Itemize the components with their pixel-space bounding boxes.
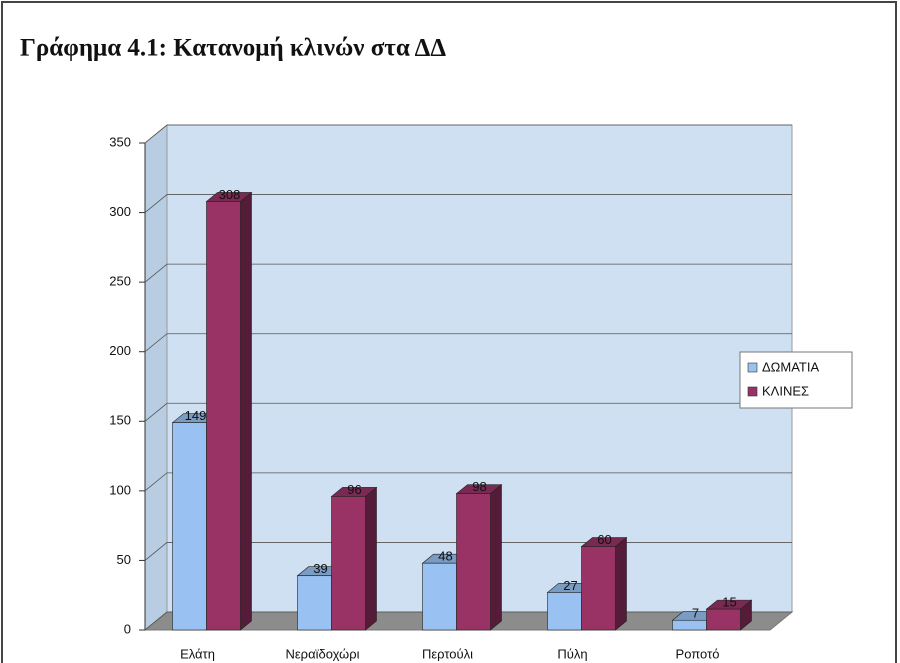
grid-line	[144, 194, 792, 213]
value-label: 308	[219, 187, 241, 202]
x-tick-label: Πύλη	[557, 646, 587, 661]
value-label: 96	[347, 482, 361, 497]
grid-line	[144, 402, 792, 422]
value-label: 39	[313, 561, 327, 576]
value-label: 27	[563, 578, 577, 593]
bar	[581, 546, 616, 631]
bar	[706, 608, 741, 631]
x-tick-label: Ροποτό	[676, 646, 720, 661]
grid-line	[144, 333, 792, 353]
legend-swatch	[747, 386, 758, 397]
grid-line	[144, 263, 792, 283]
legend-box	[739, 351, 853, 409]
x-tick-label: Νεραϊδοχώρι	[285, 646, 359, 661]
value-label: 48	[438, 549, 452, 564]
bar	[547, 592, 582, 631]
bar	[331, 496, 366, 631]
chart-title: Γράφημα 4.1: Κατανομή κλινών στα ΔΔ	[20, 35, 446, 62]
bar	[672, 619, 707, 631]
bar-side	[615, 536, 627, 631]
value-label: 7	[692, 606, 699, 621]
y-tick-label: 150	[109, 413, 131, 428]
bar-side	[490, 484, 502, 631]
side-wall	[144, 123, 168, 632]
bar	[206, 201, 241, 631]
bar	[172, 422, 207, 631]
y-tick-label: 250	[109, 274, 131, 289]
x-tick-label: Περτούλι	[422, 646, 473, 661]
value-label: 15	[722, 595, 736, 610]
y-tick-label: 350	[109, 134, 131, 149]
y-tick-label: 300	[109, 204, 131, 219]
value-label: 98	[472, 479, 486, 494]
bar	[297, 575, 332, 631]
legend-label: ΔΩΜΑΤΙΑ	[762, 359, 819, 374]
grid-line	[144, 472, 792, 492]
grid-line	[144, 124, 792, 144]
value-label: 60	[597, 532, 611, 547]
value-label: 149	[185, 408, 207, 423]
bar	[422, 562, 457, 631]
y-tick-label: 100	[109, 482, 131, 497]
bar-side	[365, 486, 377, 631]
x-tick-label: Ελάτη	[180, 646, 215, 661]
legend-label: ΚΛΙΝΕΣ	[762, 383, 809, 398]
legend-swatch	[747, 362, 758, 373]
grid-line	[144, 542, 792, 561]
bar	[456, 493, 491, 631]
y-tick-label: 50	[117, 552, 131, 567]
y-tick-label: 200	[109, 343, 131, 358]
y-tick-label: 0	[124, 621, 131, 636]
bar-side	[240, 191, 252, 631]
